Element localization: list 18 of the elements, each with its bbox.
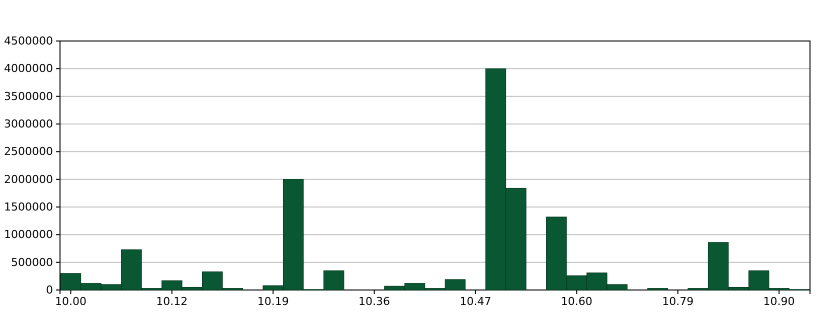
y-tick-label: 500000: [11, 256, 53, 269]
y-tick-label: 1500000: [4, 200, 53, 214]
x-tick-label: 10.12: [156, 294, 188, 308]
y-tick-label: 0: [46, 284, 53, 297]
x-tick-label: 10.19: [257, 294, 289, 308]
y-tick-label: 4500000: [4, 34, 53, 48]
x-tick-label: 10.90: [763, 294, 795, 308]
y-tick-label: 4000000: [4, 62, 53, 76]
y-tick-label: 1000000: [4, 228, 53, 242]
y-tick-label: 2500000: [4, 145, 53, 158]
x-tick-label: 10.00: [54, 294, 86, 308]
x-tick-label: 10.60: [560, 294, 592, 308]
x-tick-label: 10.79: [662, 294, 694, 308]
y-tick-label: 3000000: [4, 118, 53, 131]
x-tick-label: 10.47: [460, 294, 492, 308]
x-tick-label: 10.36: [358, 294, 390, 308]
y-tick-label: 3500000: [4, 90, 53, 103]
y-tick-label: 2000000: [4, 172, 53, 186]
